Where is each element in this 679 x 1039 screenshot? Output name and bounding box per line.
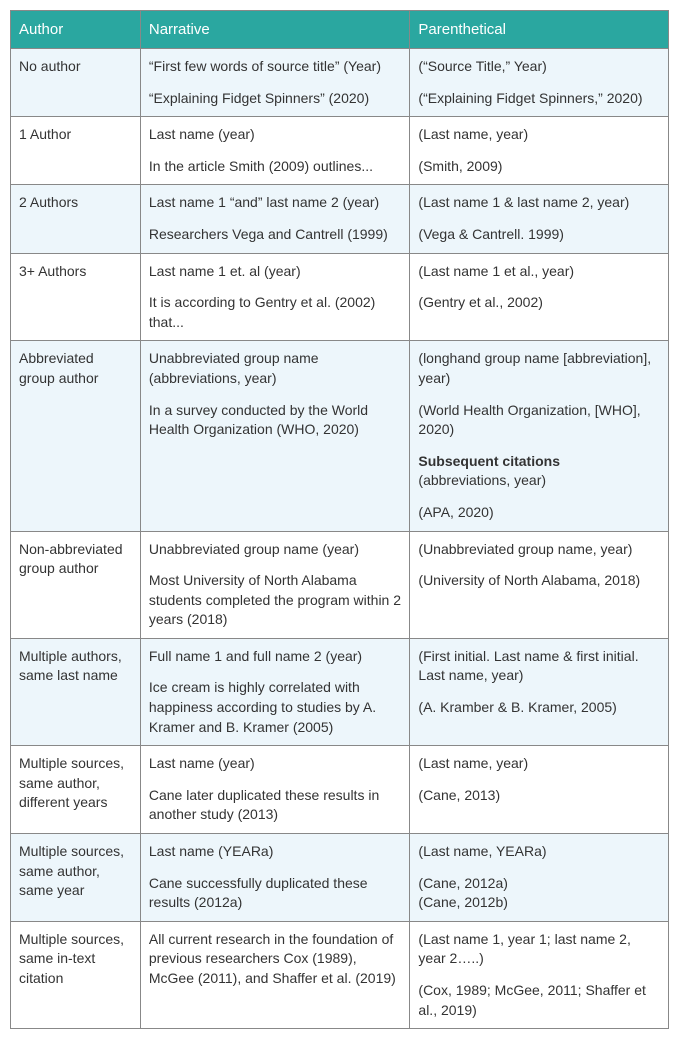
- cell-block: Ice cream is highly correlated with happ…: [149, 678, 402, 737]
- cell-block: “Explaining Fidget Spinners” (2020): [149, 89, 402, 109]
- cell-block: Last name (year): [149, 754, 402, 774]
- table-row: Multiple sources, same author, different…: [11, 746, 669, 834]
- cell-block: Last name (YEARa): [149, 842, 402, 862]
- cell-block: All current research in the foundation o…: [149, 930, 402, 989]
- cell-block: (Cane, 2012a)(Cane, 2012b): [418, 874, 660, 913]
- cell-narrative: All current research in the foundation o…: [140, 921, 410, 1028]
- cell-narrative: Last name (year) Cane later duplicated th…: [140, 746, 410, 834]
- cell-block: (Last name, year): [418, 125, 660, 145]
- table-row: Multiple authors, same last nameFull nam…: [11, 638, 669, 745]
- citation-table: Author Narrative Parenthetical No author…: [10, 10, 669, 1029]
- cell-parenthetical: (Unabbreviated group name, year) (Univers…: [410, 531, 669, 638]
- cell-narrative: Last name 1 et. al (year) It is according…: [140, 253, 410, 341]
- cell-block: Full name 1 and full name 2 (year): [149, 647, 402, 667]
- cell-narrative: Unabbreviated group name (abbreviations,…: [140, 341, 410, 531]
- cell-narrative: “First few words of source title” (Year)…: [140, 49, 410, 117]
- cell-block: In a survey conducted by the World Healt…: [149, 401, 402, 440]
- header-row: Author Narrative Parenthetical: [11, 11, 669, 49]
- cell-block: Researchers Vega and Cantrell (1999): [149, 225, 402, 245]
- cell-block: (Last name 1 et al., year): [418, 262, 660, 282]
- cell-block: (Gentry et al., 2002): [418, 293, 660, 313]
- cell-block: Last name (year): [149, 125, 402, 145]
- cell-block: (Cane, 2013): [418, 786, 660, 806]
- cell-author: 2 Authors: [11, 185, 141, 253]
- cell-block: (Last name, year): [418, 754, 660, 774]
- cell-parenthetical: (Last name, year) (Cane, 2013): [410, 746, 669, 834]
- cell-text: Subsequent citations: [418, 453, 560, 469]
- cell-block: (First initial. Last name & first initia…: [418, 647, 660, 686]
- cell-narrative: Last name (YEARa) Cane successfully dupli…: [140, 834, 410, 922]
- cell-author: 3+ Authors: [11, 253, 141, 341]
- table-row: 1 Author Last name (year) In the article S…: [11, 117, 669, 185]
- cell-parenthetical: (“Source Title,” Year) (“Explaining Fidge…: [410, 49, 669, 117]
- cell-block: Unabbreviated group name (abbreviations,…: [149, 349, 402, 388]
- cell-block: Cane later duplicated these results in a…: [149, 786, 402, 825]
- cell-parenthetical: (First initial. Last name & first initia…: [410, 638, 669, 745]
- cell-block: It is according to Gentry et al. (2002) …: [149, 293, 402, 332]
- cell-block: In the article Smith (2009) outlines...: [149, 157, 402, 177]
- cell-author: No author: [11, 49, 141, 117]
- cell-block: (“Source Title,” Year): [418, 57, 660, 77]
- cell-parenthetical: (Last name 1 et al., year) (Gentry et al.…: [410, 253, 669, 341]
- cell-block: (Cox, 1989; McGee, 2011; Shaffer et al.,…: [418, 981, 660, 1020]
- cell-parenthetical: (longhand group name [abbreviation], yea…: [410, 341, 669, 531]
- cell-block: (Last name 1 & last name 2, year): [418, 193, 660, 213]
- cell-block: (World Health Organization, [WHO], 2020): [418, 401, 660, 440]
- table-row: 3+ Authors Last name 1 et. al (year) It is…: [11, 253, 669, 341]
- cell-block: (Unabbreviated group name, year): [418, 540, 660, 560]
- cell-block: (Last name, YEARa): [418, 842, 660, 862]
- cell-author: Abbreviated group author: [11, 341, 141, 531]
- cell-narrative: Unabbreviated group name (year) Most Univ…: [140, 531, 410, 638]
- table-row: Non-abbreviated group authorUnabbreviate…: [11, 531, 669, 638]
- cell-block: (Smith, 2009): [418, 157, 660, 177]
- table-row: Multiple sources, same author, same year…: [11, 834, 669, 922]
- cell-block: (longhand group name [abbreviation], yea…: [418, 349, 660, 388]
- cell-block: Subsequent citations (abbreviations, year…: [418, 452, 660, 491]
- cell-block: Cane successfully duplicated these resul…: [149, 874, 402, 913]
- cell-author: 1 Author: [11, 117, 141, 185]
- cell-block: (“Explaining Fidget Spinners,” 2020): [418, 89, 660, 109]
- cell-author: Non-abbreviated group author: [11, 531, 141, 638]
- cell-block: (APA, 2020): [418, 503, 660, 523]
- table-row: Abbreviated group authorUnabbreviated gr…: [11, 341, 669, 531]
- table-row: Multiple sources, same in-text citationA…: [11, 921, 669, 1028]
- cell-narrative: Last name (year) In the article Smith (20…: [140, 117, 410, 185]
- cell-parenthetical: (Last name 1 & last name 2, year) (Vega &…: [410, 185, 669, 253]
- table-row: 2 AuthorsLast name 1 “and” last name 2 (…: [11, 185, 669, 253]
- header-author: Author: [11, 11, 141, 49]
- cell-block: (Last name 1, year 1; last name 2, year …: [418, 930, 660, 969]
- cell-block: Last name 1 “and” last name 2 (year): [149, 193, 402, 213]
- cell-parenthetical: (Last name, year) (Smith, 2009): [410, 117, 669, 185]
- cell-narrative: Full name 1 and full name 2 (year) Ice cr…: [140, 638, 410, 745]
- cell-block: Unabbreviated group name (year): [149, 540, 402, 560]
- cell-author: Multiple sources, same in-text citation: [11, 921, 141, 1028]
- cell-narrative: Last name 1 “and” last name 2 (year) Rese…: [140, 185, 410, 253]
- cell-block: “First few words of source title” (Year): [149, 57, 402, 77]
- cell-block: (Vega & Cantrell. 1999): [418, 225, 660, 245]
- cell-block: (A. Kramber & B. Kramer, 2005): [418, 698, 660, 718]
- cell-author: Multiple authors, same last name: [11, 638, 141, 745]
- header-parenthetical: Parenthetical: [410, 11, 669, 49]
- table-body: No author“First few words of source titl…: [11, 49, 669, 1029]
- cell-parenthetical: (Last name, YEARa) (Cane, 2012a)(Cane, 20…: [410, 834, 669, 922]
- cell-author: Multiple sources, same author, same year: [11, 834, 141, 922]
- cell-block: Most University of North Alabama student…: [149, 571, 402, 630]
- table-row: No author“First few words of source titl…: [11, 49, 669, 117]
- cell-block: (University of North Alabama, 2018): [418, 571, 660, 591]
- cell-block: Last name 1 et. al (year): [149, 262, 402, 282]
- cell-parenthetical: (Last name 1, year 1; last name 2, year …: [410, 921, 669, 1028]
- cell-text: (abbreviations, year): [418, 472, 546, 488]
- header-narrative: Narrative: [140, 11, 410, 49]
- cell-author: Multiple sources, same author, different…: [11, 746, 141, 834]
